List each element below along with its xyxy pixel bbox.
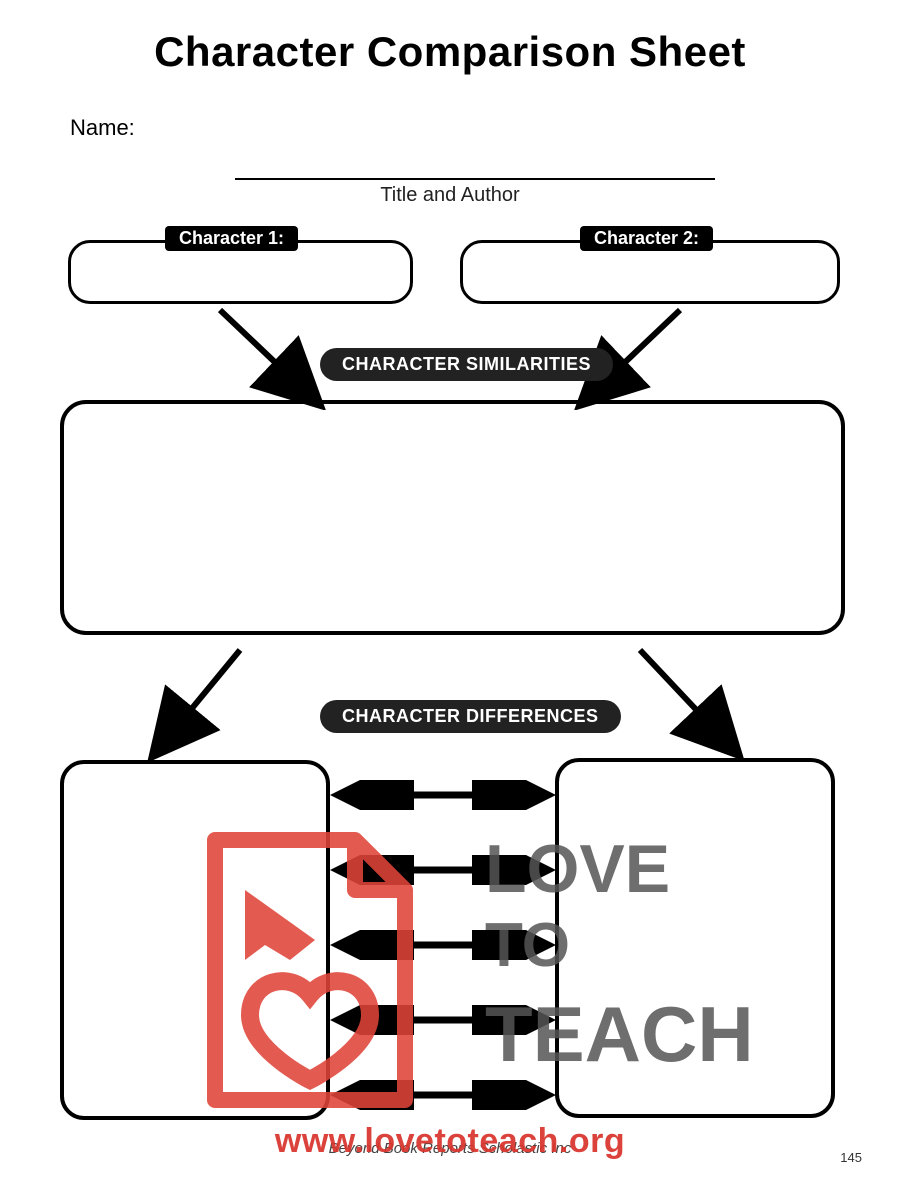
similarities-input-box[interactable]	[60, 400, 845, 635]
page-title: Character Comparison Sheet	[0, 28, 900, 76]
title-author-label: Title and Author	[0, 184, 900, 207]
watermark-line2: TO	[485, 915, 570, 977]
differences-badge: CHARACTER DIFFERENCES	[320, 700, 621, 733]
double-arrow-1-icon	[330, 780, 556, 810]
watermark-line3: TEACH	[485, 995, 754, 1073]
similarities-badge: CHARACTER SIMILARITIES	[320, 348, 613, 381]
name-label: Name:	[70, 115, 135, 141]
arrow-down-to-diff-left-icon	[130, 640, 270, 760]
arrow-down-left-icon	[190, 300, 340, 410]
worksheet-page: Character Comparison Sheet Name: Title a…	[0, 0, 900, 1181]
lovetoteach-logo-icon	[195, 830, 425, 1110]
arrow-down-to-diff-right-icon	[620, 640, 760, 760]
watermark-url: www.lovetoteach.org	[0, 1122, 900, 1161]
watermark-line1: LOVE	[485, 835, 670, 903]
character1-badge: Character 1:	[165, 226, 298, 251]
character2-badge: Character 2:	[580, 226, 713, 251]
title-author-underline	[235, 178, 715, 180]
